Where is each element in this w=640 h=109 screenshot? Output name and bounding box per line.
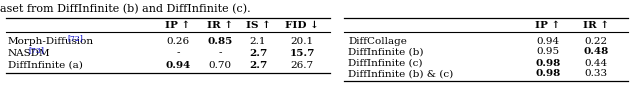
Text: 26.7: 26.7 <box>291 60 314 70</box>
Text: -: - <box>218 49 221 58</box>
Text: IP ↑: IP ↑ <box>165 20 191 30</box>
Text: 20.1: 20.1 <box>291 37 314 45</box>
Text: 0.44: 0.44 <box>584 59 607 67</box>
Text: -: - <box>176 49 180 58</box>
Text: [73]: [73] <box>29 46 44 54</box>
Text: 0.94: 0.94 <box>165 60 191 70</box>
Text: 15.7: 15.7 <box>289 49 315 58</box>
Text: NASDM: NASDM <box>8 49 51 58</box>
Text: DiffInfinite (b): DiffInfinite (b) <box>348 48 424 56</box>
Text: IR ↑: IR ↑ <box>583 20 609 30</box>
Text: 2.1: 2.1 <box>250 37 266 45</box>
Text: IP ↑: IP ↑ <box>536 20 561 30</box>
Text: 0.85: 0.85 <box>207 37 232 45</box>
Text: DiffCollage: DiffCollage <box>348 37 407 45</box>
Text: IR ↑: IR ↑ <box>207 20 233 30</box>
Text: 0.33: 0.33 <box>584 70 607 78</box>
Text: 0.70: 0.70 <box>209 60 232 70</box>
Text: DiffInfinite (a): DiffInfinite (a) <box>8 60 83 70</box>
Text: aset from DiffInfinite (b) and DiffInfinite (c).: aset from DiffInfinite (b) and DiffInfin… <box>0 4 251 14</box>
Text: DiffInfinite (c): DiffInfinite (c) <box>348 59 422 67</box>
Text: [72]: [72] <box>67 34 83 42</box>
Text: 0.26: 0.26 <box>166 37 189 45</box>
Text: Morph-Diffusion: Morph-Diffusion <box>8 37 94 45</box>
Text: 0.94: 0.94 <box>536 37 559 45</box>
Text: 2.7: 2.7 <box>249 60 267 70</box>
Text: 0.98: 0.98 <box>536 70 561 78</box>
Text: 0.98: 0.98 <box>536 59 561 67</box>
Text: FID ↓: FID ↓ <box>285 20 319 30</box>
Text: IS ↑: IS ↑ <box>246 20 271 30</box>
Text: 0.95: 0.95 <box>536 48 559 56</box>
Text: 0.22: 0.22 <box>584 37 607 45</box>
Text: 0.48: 0.48 <box>584 48 609 56</box>
Text: DiffInfinite (b) & (c): DiffInfinite (b) & (c) <box>348 70 453 78</box>
Text: 2.7: 2.7 <box>249 49 267 58</box>
